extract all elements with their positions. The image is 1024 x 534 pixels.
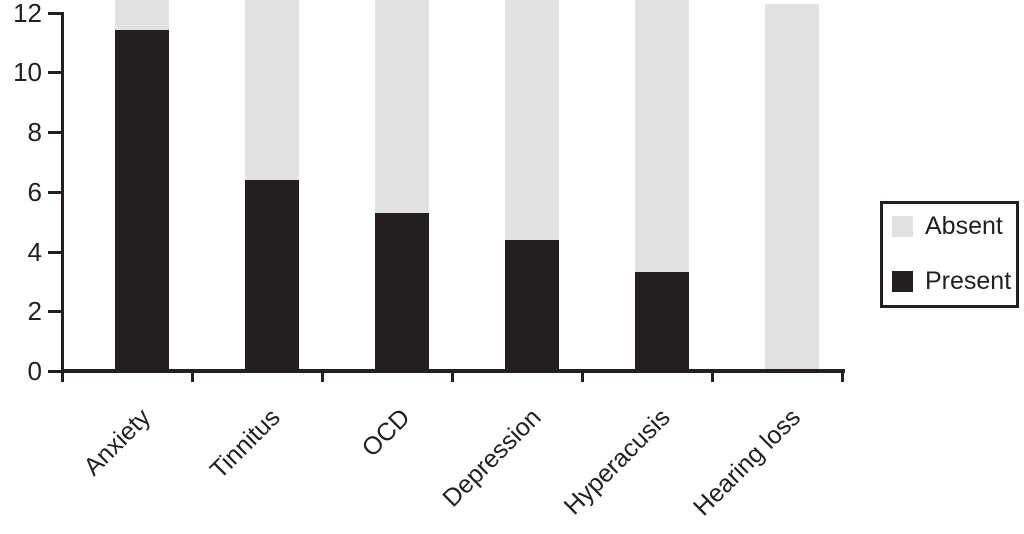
y-axis-label-12: 12 <box>13 0 42 28</box>
bar-segment-absent-depression <box>505 0 559 240</box>
bar-segment-absent-anxiety <box>115 0 169 31</box>
bar-segment-present-ocd <box>375 212 429 371</box>
bar-segment-absent-ocd <box>375 0 429 213</box>
x-axis-label-anxiety: Anxiety <box>78 403 157 482</box>
x-axis-tick <box>841 371 844 382</box>
y-axis-tick <box>48 190 64 194</box>
legend-label-absent: Absent <box>925 212 1003 240</box>
y-axis-tick <box>48 71 64 75</box>
legend: Absent Present <box>880 201 1019 308</box>
x-axis-tick <box>61 371 64 382</box>
bar-segment-absent-hyperacusis <box>635 0 689 273</box>
x-axis-tick <box>451 371 454 382</box>
legend-swatch-absent-icon <box>892 215 913 237</box>
legend-item-absent: Absent <box>892 212 1016 240</box>
legend-label-present: Present <box>925 267 1012 295</box>
y-axis-tick <box>48 131 64 134</box>
x-axis-label-hearing-loss: Hearing loss <box>688 403 807 522</box>
bar-segment-absent-tinnitus <box>245 0 299 180</box>
bar-segment-present-tinnitus <box>245 179 299 371</box>
bar-segment-present-depression <box>505 239 559 371</box>
y-axis-label-10: 10 <box>13 57 42 88</box>
x-axis-tick <box>191 371 194 382</box>
x-axis-label-depression: Depression <box>436 403 547 513</box>
bar-segment-present-anxiety <box>115 30 169 371</box>
y-axis-label-8: 8 <box>27 117 42 147</box>
x-axis-tick <box>711 371 714 382</box>
y-axis-tick <box>48 11 64 15</box>
y-axis-label-6: 6 <box>27 176 42 207</box>
y-axis-line <box>61 12 64 382</box>
x-axis-tick <box>581 371 584 382</box>
y-axis-tick <box>48 310 64 314</box>
y-axis-label-4: 4 <box>27 236 42 267</box>
y-axis-tick <box>48 250 64 254</box>
x-axis-label-hyperacusis: Hyperacusis <box>559 403 677 521</box>
y-axis-label-0: 0 <box>27 356 42 386</box>
legend-item-present: Present <box>892 267 1016 295</box>
bar-segment-absent-hearing-loss <box>765 3 819 371</box>
x-axis-label-ocd: OCD <box>357 403 417 463</box>
x-axis-tick <box>321 371 324 382</box>
x-axis-label-tinnitus: Tinnitus <box>205 403 287 485</box>
bar-segment-present-hyperacusis <box>635 272 689 371</box>
legend-swatch-present-icon <box>892 270 913 292</box>
y-axis-label-2: 2 <box>27 296 42 327</box>
y-axis-tick <box>48 370 64 373</box>
